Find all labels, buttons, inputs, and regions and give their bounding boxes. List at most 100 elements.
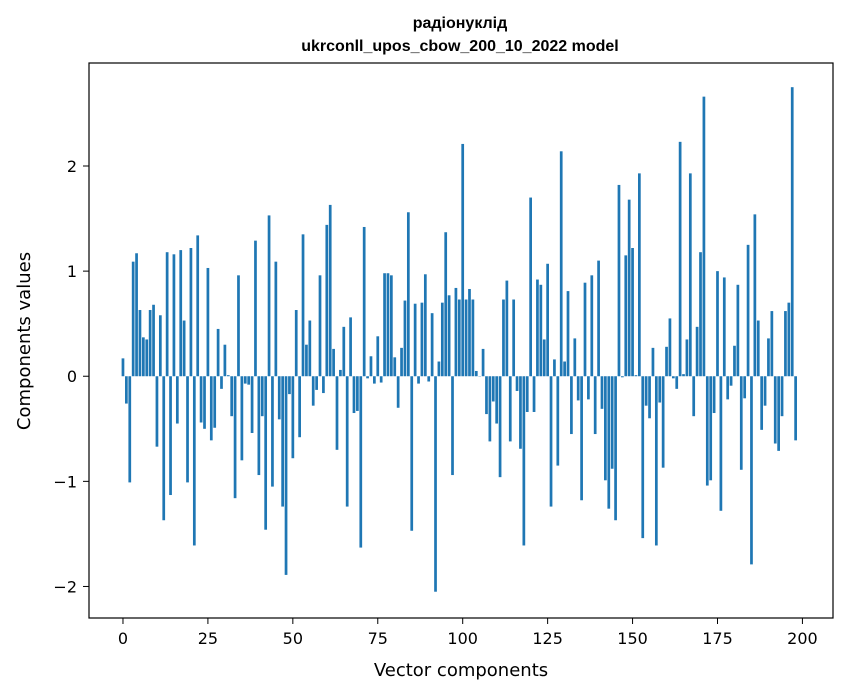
bar-189 <box>763 376 767 406</box>
bar-57 <box>315 376 318 390</box>
bar-38 <box>250 376 254 433</box>
bar-45 <box>274 261 278 377</box>
bar-123 <box>539 284 543 377</box>
bar-96 <box>447 295 451 377</box>
bar-85 <box>410 376 414 531</box>
bar-74 <box>373 376 376 384</box>
bar-47 <box>281 376 284 507</box>
bar-169 <box>695 326 699 377</box>
bar-148 <box>624 255 628 377</box>
bar-194 <box>780 376 784 417</box>
bar-48 <box>284 376 288 575</box>
y-tick-label: 1 <box>67 262 77 281</box>
x-tick-label: 125 <box>532 629 563 648</box>
bar-160 <box>665 346 668 377</box>
bar-134 <box>576 376 580 401</box>
bar-98 <box>454 287 458 377</box>
bar-75 <box>376 336 380 377</box>
bar-61 <box>328 204 332 377</box>
bar-80 <box>393 357 397 377</box>
bar-112 <box>502 299 505 377</box>
bar-67 <box>349 317 352 377</box>
bar-100 <box>461 143 465 377</box>
bar-177 <box>722 277 726 377</box>
bar-151 <box>634 375 638 377</box>
bar-144 <box>610 376 614 469</box>
y-axis-label: Components values <box>14 252 35 430</box>
bar-127 <box>553 359 556 377</box>
bar-120 <box>529 197 532 377</box>
bar-193 <box>777 376 780 451</box>
bar-37 <box>247 376 251 385</box>
x-tick-label: 0 <box>118 629 128 648</box>
bar-146 <box>617 184 621 377</box>
bar-88 <box>420 302 424 377</box>
bar-82 <box>400 347 403 377</box>
bar-93 <box>437 361 441 377</box>
bar-139 <box>593 376 597 435</box>
bar-95 <box>444 232 448 377</box>
bar-162 <box>671 376 675 379</box>
x-tick-label: 25 <box>198 629 218 648</box>
bar-86 <box>413 303 417 377</box>
bar-78 <box>386 273 390 377</box>
bar-8 <box>148 310 152 377</box>
bar-22 <box>196 235 200 377</box>
bar-69 <box>356 376 359 411</box>
bar-9 <box>152 304 155 377</box>
bar-159 <box>661 376 665 468</box>
bar-196 <box>787 302 791 377</box>
x-tick-label: 175 <box>702 629 733 648</box>
bar-117 <box>519 376 522 449</box>
bar-72 <box>366 376 369 379</box>
bar-190 <box>767 338 770 377</box>
bar-172 <box>705 376 709 486</box>
bar-170 <box>699 252 702 377</box>
bar-167 <box>688 173 692 377</box>
bar-187 <box>756 320 760 377</box>
bar-156 <box>651 347 655 377</box>
bar-163 <box>675 376 679 389</box>
bar-40 <box>257 376 261 476</box>
bar-191 <box>770 311 774 377</box>
bar-104 <box>474 370 478 377</box>
bar-2 <box>128 376 132 483</box>
bar-77 <box>383 273 386 377</box>
bar-101 <box>464 299 468 377</box>
y-tick-label: 2 <box>67 157 77 176</box>
bar-173 <box>709 376 713 481</box>
y-tick-label: 0 <box>67 367 77 386</box>
bar-116 <box>515 376 519 391</box>
bar-63 <box>335 376 339 450</box>
bar-188 <box>760 376 764 430</box>
bar-1 <box>125 376 128 404</box>
bar-12 <box>162 376 166 521</box>
bar-23 <box>199 376 203 423</box>
bar-81 <box>396 376 400 408</box>
bar-4 <box>135 253 138 377</box>
bar-66 <box>345 376 349 507</box>
bar-168 <box>692 376 696 417</box>
bar-73 <box>369 356 373 377</box>
bar-70 <box>359 376 363 548</box>
bar-114 <box>508 376 512 442</box>
bar-34 <box>237 275 240 377</box>
bar-178 <box>726 376 730 400</box>
bar-94 <box>440 302 444 377</box>
bar-141 <box>600 376 604 409</box>
bar-49 <box>288 376 291 395</box>
bar-122 <box>536 279 539 377</box>
x-tick-label: 150 <box>617 629 648 648</box>
bar-32 <box>230 376 234 417</box>
bar-59 <box>322 376 325 394</box>
bar-131 <box>566 291 570 377</box>
bar-121 <box>532 376 536 412</box>
bar-90 <box>427 376 431 382</box>
bar-41 <box>260 376 264 417</box>
bar-19 <box>186 376 189 483</box>
bar-126 <box>549 376 553 507</box>
bar-149 <box>627 199 631 377</box>
bar-35 <box>240 376 244 461</box>
bar-124 <box>542 339 546 377</box>
